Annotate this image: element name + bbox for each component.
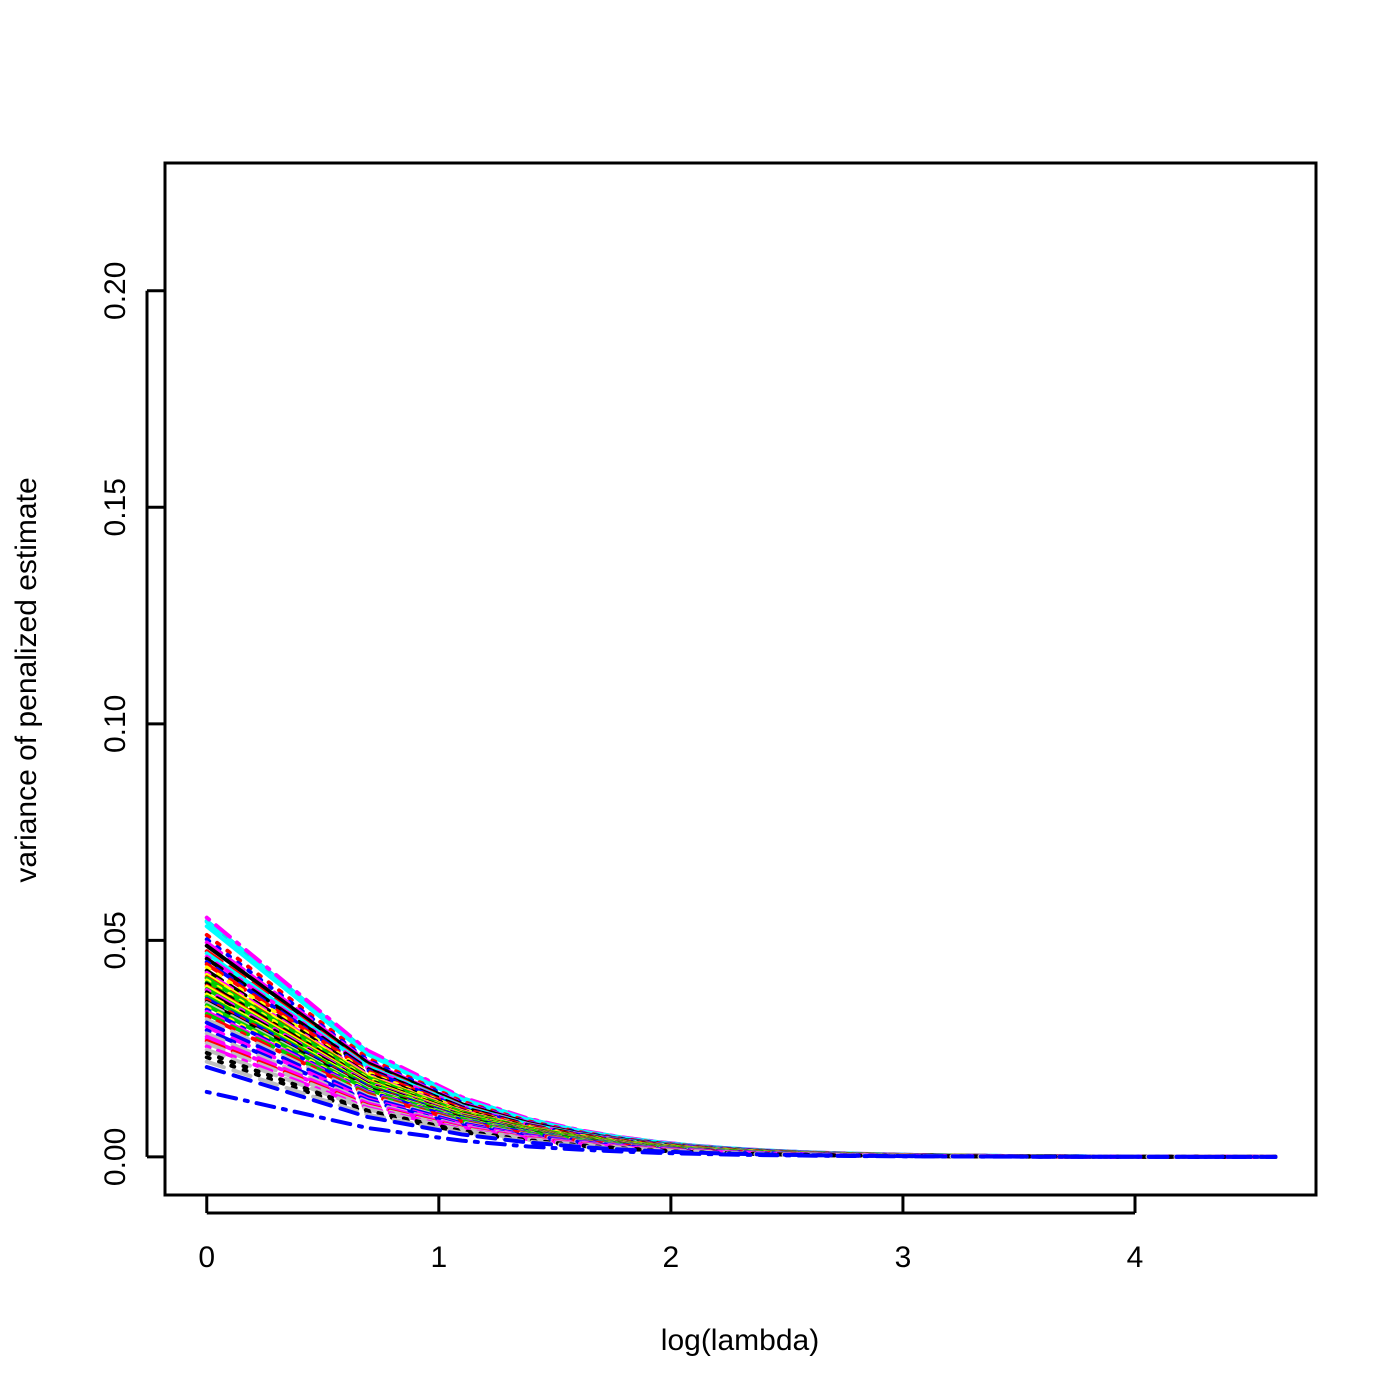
x-axis: 0 1 2 3 4 — [198, 1195, 1143, 1274]
y-tick-label-0: 0.00 — [99, 1128, 132, 1186]
series-line-2 — [204, 915, 1278, 1159]
x-tick-label-2: 2 — [663, 1241, 680, 1274]
x-axis-label: log(lambda) — [661, 1324, 819, 1357]
y-axis: 0.00 0.05 0.10 0.15 0.20 — [99, 262, 165, 1186]
series-line-3 — [204, 924, 1278, 1159]
series-line-25 — [204, 987, 1278, 1159]
series-line-0 — [204, 918, 1278, 1159]
plot-frame — [163, 161, 1318, 1197]
series-line-56 — [204, 1089, 1278, 1159]
series-line-11 — [204, 956, 1278, 1159]
x-tick-label-1: 1 — [430, 1241, 447, 1274]
y-tick-label-1: 0.05 — [99, 911, 132, 969]
x-tick-label-4: 4 — [1127, 1241, 1144, 1274]
y-tick-label-4: 0.20 — [99, 262, 132, 320]
x-tick-label-3: 3 — [895, 1241, 912, 1274]
series-line-10 — [204, 954, 1278, 1159]
series-layer — [204, 915, 1278, 1159]
x-tick-label-0: 0 — [198, 1241, 215, 1274]
y-axis-label: variance of penalized estimate — [10, 477, 43, 882]
y-tick-label-2: 0.10 — [99, 695, 132, 753]
series-line-4 — [204, 932, 1278, 1159]
series-line-1 — [204, 919, 1278, 1159]
y-tick-label-3: 0.15 — [99, 478, 132, 536]
